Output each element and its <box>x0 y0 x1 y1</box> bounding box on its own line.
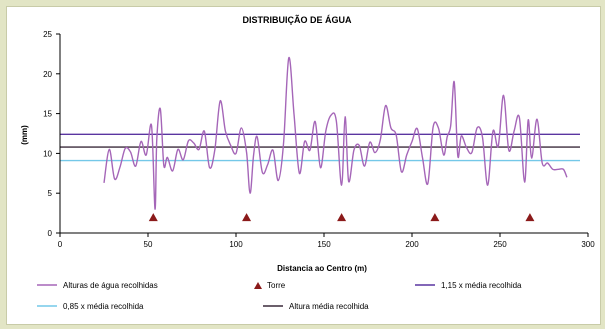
y-tick-label: 20 <box>43 70 52 79</box>
legend-item-water-heights: Alturas de água recolhidas <box>37 281 158 290</box>
legend-item-1-15-mean: 1,15 x média recolhida <box>415 281 522 290</box>
chart-title: DISTRIBUIÇÃO DE ÁGUA <box>242 15 352 25</box>
legend-item-0-85-mean: 0,85 x média recolhida <box>37 302 144 311</box>
water-height-line <box>103 57 568 210</box>
legend-item-mean: Altura média recolhida <box>263 302 369 311</box>
tower-marker <box>525 213 535 222</box>
tower-marker <box>430 213 440 222</box>
x-tick-label: 250 <box>493 240 507 249</box>
x-tick-label: 100 <box>229 240 243 249</box>
legend-swatch-tower <box>254 282 262 289</box>
y-tick-label: 0 <box>48 229 53 238</box>
x-tick-label: 200 <box>405 240 419 249</box>
y-tick-label: 15 <box>43 110 52 119</box>
x-tick-label: 0 <box>58 240 63 249</box>
reference-lines <box>60 133 580 162</box>
tower-marker <box>337 213 347 222</box>
legend-label-water-heights: Alturas de água recolhidas <box>63 281 158 290</box>
y-tick-label: 5 <box>48 189 53 198</box>
x-axis-label: Distancia ao Centro (m) <box>277 264 367 273</box>
legend-label-1-15-mean: 1,15 x média recolhida <box>441 281 522 290</box>
y-tick-label: 10 <box>43 149 52 158</box>
legend-item-tower: Torre <box>254 281 286 290</box>
legend: Alturas de água recolhidas Torre 1,15 x … <box>37 281 522 311</box>
legend-label-0-85-mean: 0,85 x média recolhida <box>63 302 144 311</box>
legend-label-tower: Torre <box>267 281 286 290</box>
x-tick-label: 300 <box>581 240 595 249</box>
tower-markers <box>148 213 535 222</box>
chart-frame: DISTRIBUIÇÃO DE ÁGUA 0 5 10 15 20 25 0 50 100 150… <box>6 6 601 325</box>
y-axis-label: (mm) <box>20 125 29 145</box>
y-tick-label: 25 <box>43 30 52 39</box>
x-tick-label: 50 <box>144 240 153 249</box>
x-tick-label: 150 <box>317 240 331 249</box>
tower-marker <box>148 213 158 222</box>
plot-area <box>60 57 580 222</box>
tower-marker <box>242 213 252 222</box>
legend-label-mean: Altura média recolhida <box>289 302 369 311</box>
